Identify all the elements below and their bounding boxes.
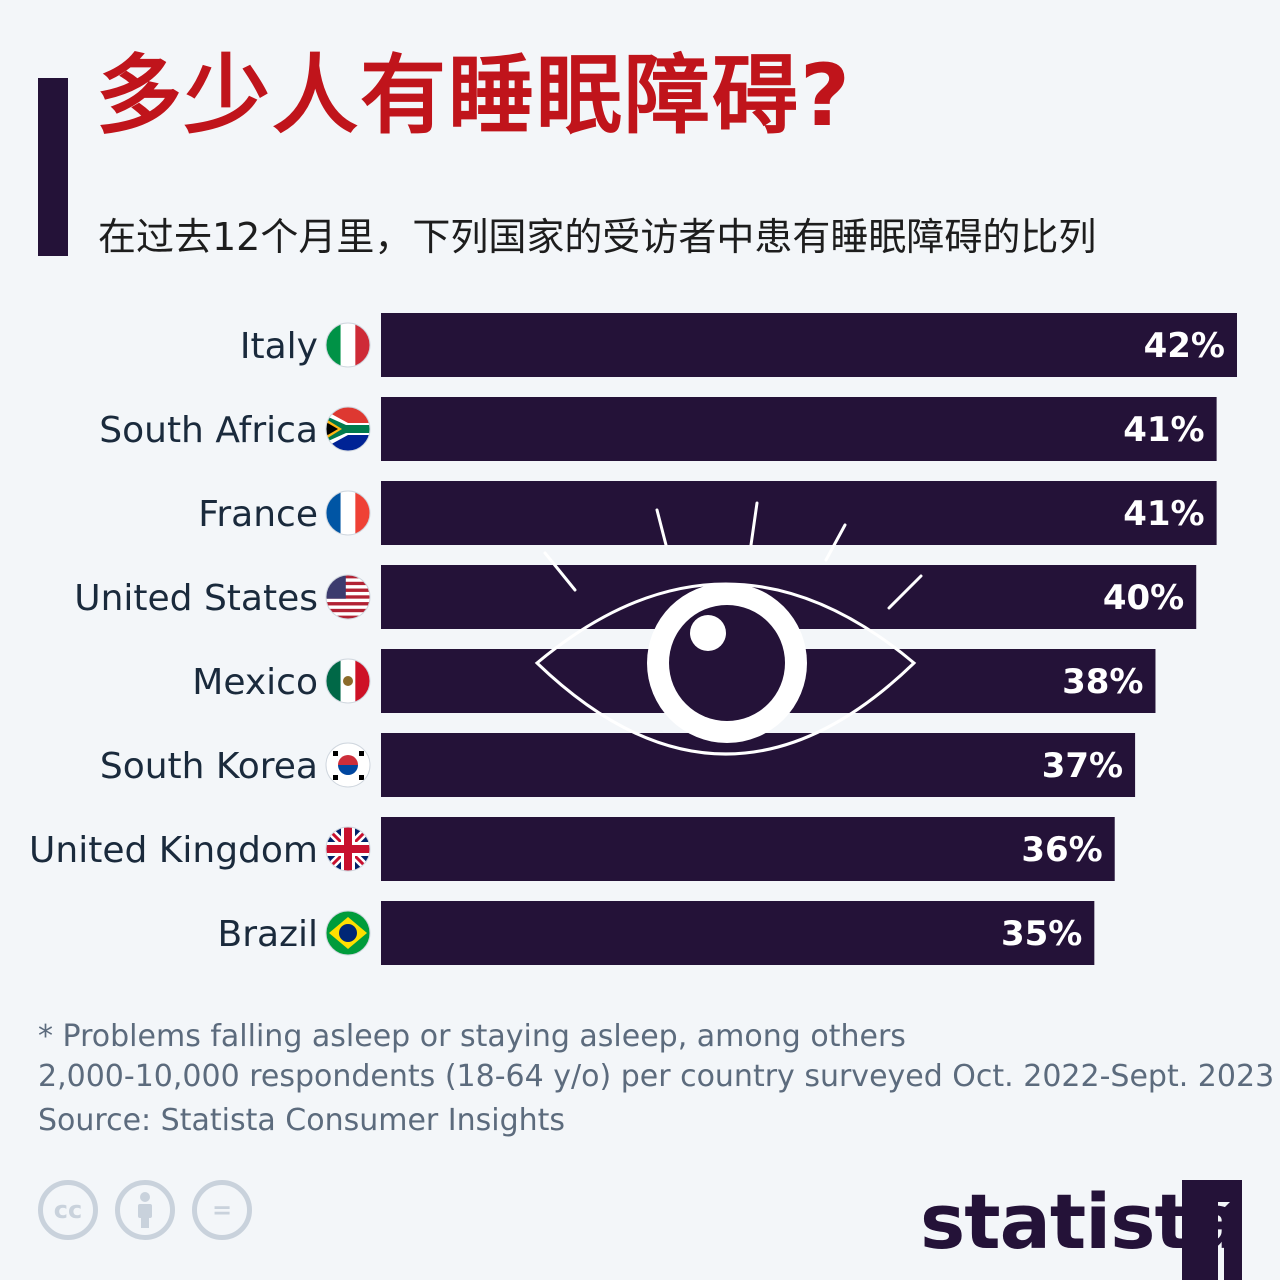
- category-label: South Africa: [99, 410, 318, 451]
- united-kingdom-flag-icon: [325, 826, 371, 872]
- eye-icon: [534, 501, 923, 756]
- united-states-flag-icon: [325, 574, 371, 620]
- value-label: 41%: [1123, 494, 1204, 534]
- mexico-flag-icon: [325, 658, 371, 704]
- accent-bar: [38, 78, 68, 256]
- statista-logo[interactable]: statista: [920, 1172, 1250, 1280]
- footnote-source: Source: Statista Consumer Insights: [38, 1103, 566, 1138]
- category-label: South Korea: [100, 746, 318, 787]
- italy-flag-icon: [325, 322, 371, 368]
- chart-title: 多少人有睡眠障碍?: [96, 46, 852, 146]
- category-label: Italy: [240, 326, 318, 367]
- person-icon: [138, 1192, 152, 1228]
- brazil-flag-icon: [325, 910, 371, 956]
- category-label: United Kingdom: [29, 830, 318, 871]
- bar-south-korea: [381, 733, 1136, 797]
- chart-subtitle: 在过去12个月里，下列国家的受访者中患有睡眠障碍的比列: [98, 215, 1097, 259]
- cc-icon[interactable]: cc: [38, 1180, 98, 1240]
- category-label: Brazil: [218, 914, 318, 955]
- footnote-note: * Problems falling asleep or staying asl…: [38, 1019, 906, 1054]
- value-label: 36%: [1021, 830, 1102, 870]
- cc-icon-text: cc: [53, 1196, 83, 1224]
- bar-chart: 42% Italy 41% South Africa 41% France 40% Unite…: [29, 313, 1237, 965]
- no-derivatives-icon[interactable]: =: [192, 1180, 252, 1240]
- category-label: United States: [74, 578, 318, 619]
- bar-united-kingdom: [381, 817, 1115, 881]
- attribution-icon[interactable]: [115, 1180, 175, 1240]
- bar-italy: [381, 313, 1237, 377]
- category-label: Mexico: [192, 662, 318, 703]
- france-flag-icon: [325, 490, 371, 536]
- footnote-respondents: 2,000-10,000 respondents (18-64 y/o) per…: [38, 1059, 1275, 1094]
- south-africa-flag-icon: [325, 406, 371, 452]
- value-label: 37%: [1042, 746, 1123, 786]
- statista-logo-mark: [1182, 1180, 1242, 1280]
- value-label: 41%: [1123, 410, 1204, 450]
- south-korea-flag-icon: [325, 742, 371, 788]
- value-label: 42%: [1144, 326, 1225, 366]
- category-label: France: [198, 494, 318, 535]
- value-label: 35%: [1001, 914, 1082, 954]
- value-label: 40%: [1103, 578, 1184, 618]
- bar-south-africa: [381, 397, 1217, 461]
- bar-france: [381, 481, 1217, 545]
- no-derivatives-icon-text: =: [211, 1196, 233, 1224]
- value-label: 38%: [1062, 662, 1143, 702]
- bar-brazil: [381, 901, 1095, 965]
